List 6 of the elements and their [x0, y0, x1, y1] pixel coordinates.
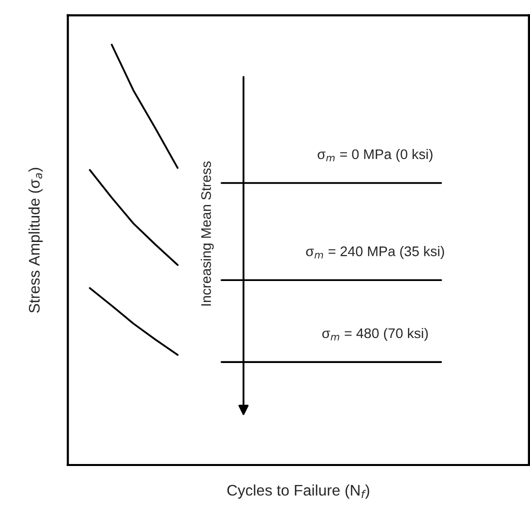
annotation: Increasing Mean Stress: [200, 161, 214, 306]
x-axis-title: Cycles to Failure (N$_{f}$): [227, 484, 370, 499]
series-label: σ$_{m}$ = 480 (70 ksi): [322, 328, 428, 341]
series-label: σ$_{m}$ = 240 MPa (35 ksi): [306, 246, 444, 259]
series-label: σ$_{m}$ = 0 MPa (0 ksi): [318, 148, 432, 162]
y-axis-title: Stress Amplitude (σ$_{a}$): [28, 168, 43, 313]
